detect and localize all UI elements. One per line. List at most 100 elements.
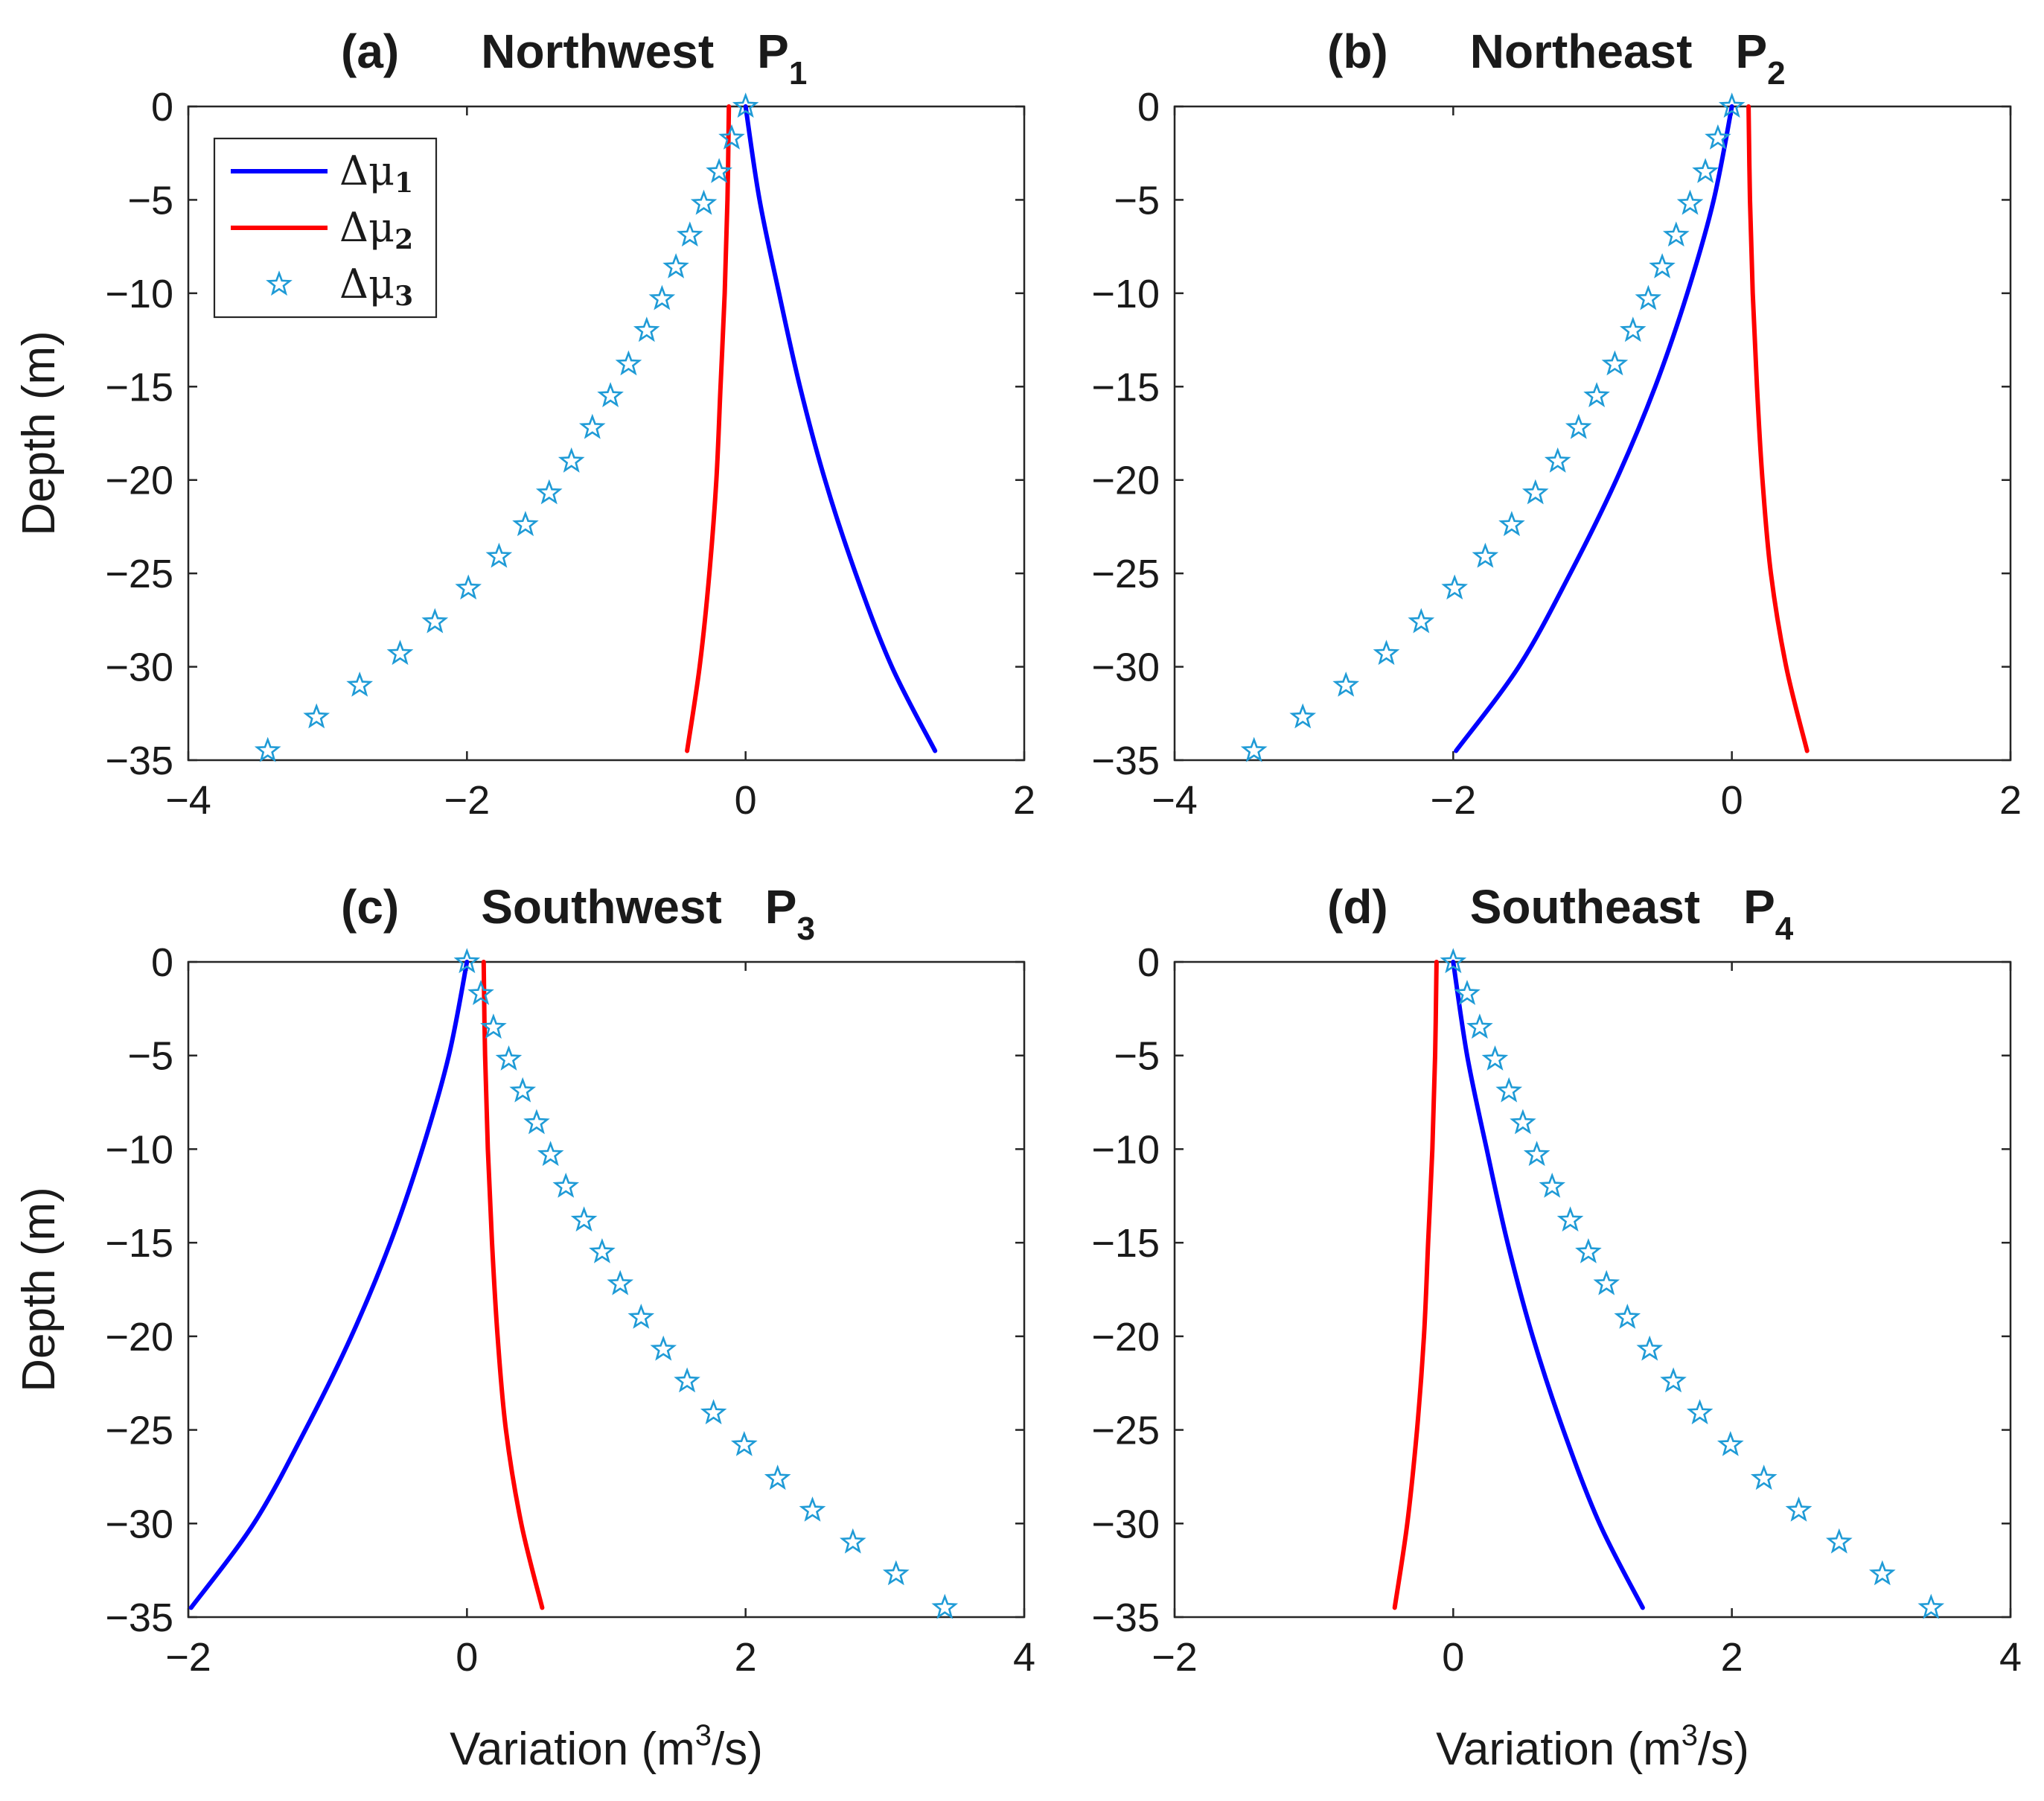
- y-tick-label: −5: [1114, 1034, 1160, 1079]
- star-marker: [1917, 1593, 1945, 1619]
- legend-subscript: 3: [395, 281, 413, 312]
- star-marker: [485, 542, 513, 568]
- star-marker: [648, 284, 676, 310]
- axes-frame: [1173, 105, 2012, 762]
- x-tick-label: 2: [1999, 778, 2022, 823]
- legend-label: Δμ1: [339, 147, 413, 199]
- star-marker: [1289, 703, 1317, 729]
- star-marker: [1660, 1367, 1687, 1393]
- star-marker: [537, 1141, 564, 1167]
- panel-label: (d): [1327, 880, 1388, 934]
- x-tick-label: 2: [1721, 1635, 1743, 1680]
- star-marker: [839, 1528, 866, 1554]
- star-marker: [1240, 736, 1268, 762]
- star-marker: [718, 124, 745, 150]
- star-marker: [662, 252, 689, 278]
- star-marker: [882, 1560, 910, 1586]
- panel-label: (b): [1327, 25, 1388, 78]
- star-marker: [523, 1109, 550, 1135]
- y-tick-label: −35: [1091, 739, 1160, 783]
- star-marker: [1539, 1172, 1566, 1198]
- x-axis-label-main: Variation (m: [1436, 1724, 1681, 1775]
- star-marker: [303, 703, 330, 729]
- star-marker: [1716, 1430, 1744, 1456]
- panel-d: −2 0 2 40−5−10−15−20−25−30−35(d) Southeast P4…: [1091, 880, 2022, 1775]
- star-marker: [1454, 980, 1481, 1005]
- legend-symbol: Δμ: [339, 261, 395, 307]
- panel-title: (c) Southwest P3: [341, 880, 815, 947]
- star-marker: [1583, 382, 1610, 408]
- star-marker: [512, 511, 539, 537]
- panel-title: (d) Southeast P4: [1327, 880, 1794, 947]
- x-tick-label: 4: [1013, 1635, 1035, 1680]
- series-line-Δμ1: [743, 104, 938, 753]
- panel-point-subscript: 4: [1775, 911, 1794, 947]
- x-axis-label-sup: 3: [1681, 1719, 1698, 1752]
- y-tick-label: −10: [105, 272, 173, 316]
- y-tick-label: −30: [105, 646, 173, 690]
- star-marker: [799, 1496, 826, 1522]
- star-marker: [1466, 1013, 1493, 1039]
- star-marker: [1825, 1528, 1853, 1554]
- y-tick-label: −5: [127, 1034, 173, 1079]
- star-marker: [1635, 284, 1662, 310]
- legend-label: Δμ3: [339, 261, 413, 312]
- star-marker: [1440, 948, 1467, 974]
- star-marker: [1593, 1269, 1620, 1295]
- panel-b: −4 −2 0 20−5−10−15−20−25−30−35(b) Northeast P…: [1091, 25, 2022, 823]
- x-tick-label: 0: [456, 1635, 478, 1680]
- star-marker: [1575, 1237, 1602, 1263]
- star-marker: [467, 980, 494, 1005]
- axes-frame: [1173, 960, 2012, 1619]
- x-tick-label: −4: [1152, 778, 1198, 823]
- star-marker: [706, 158, 732, 183]
- star-marker: [1521, 479, 1549, 505]
- x-tick-label: −2: [444, 778, 491, 823]
- panel-a: −4 −2 0 20−5−10−15−20−25−30−35(a) Northwest P…: [13, 25, 1035, 823]
- legend-label: Δμ2: [339, 204, 413, 255]
- panel-title: (b) Northeast P2: [1327, 25, 1786, 92]
- y-tick-label: −15: [1091, 365, 1160, 409]
- x-tick-label: 0: [1442, 1635, 1464, 1680]
- y-tick-label: −35: [1091, 1596, 1160, 1640]
- legend-subscript: 2: [395, 224, 413, 255]
- y-tick-label: 0: [151, 85, 173, 130]
- star-marker: [1601, 350, 1629, 376]
- y-tick-label: 0: [1137, 940, 1160, 985]
- x-axis-label-sup: 3: [695, 1719, 712, 1752]
- star-marker: [1523, 1141, 1550, 1167]
- x-tick-label: 2: [1013, 778, 1035, 823]
- star-marker: [1676, 189, 1704, 215]
- star-marker: [1619, 316, 1647, 342]
- star-marker: [764, 1464, 791, 1491]
- y-tick-label: −35: [105, 1596, 173, 1640]
- star-marker: [1636, 1335, 1664, 1361]
- y-tick-label: −25: [1091, 1409, 1160, 1453]
- star-marker: [1750, 1464, 1778, 1491]
- star-marker: [480, 1013, 507, 1039]
- y-tick-label: −15: [1091, 1221, 1160, 1266]
- y-axis-label: Depth (m): [13, 331, 65, 536]
- y-tick-label: −25: [105, 1409, 173, 1453]
- star-marker: [495, 1045, 523, 1071]
- y-tick-label: −30: [105, 1502, 173, 1546]
- y-tick-label: −15: [105, 365, 173, 409]
- star-marker: [1373, 640, 1400, 666]
- series-line-Δμ2: [1746, 104, 1810, 753]
- star-marker: [1510, 1109, 1536, 1135]
- y-tick-label: −20: [1091, 459, 1160, 503]
- panel-point: P: [757, 25, 789, 78]
- x-tick-label: 0: [1721, 778, 1743, 823]
- star-marker: [1614, 1303, 1641, 1329]
- star-marker: [597, 382, 624, 408]
- star-marker: [730, 1430, 758, 1456]
- panel-point-subscript: 2: [1767, 55, 1785, 92]
- panel-point: P: [765, 880, 797, 934]
- x-tick-label: −2: [165, 1635, 211, 1680]
- y-tick-label: −10: [1091, 272, 1160, 316]
- panel-point: P: [1743, 880, 1775, 934]
- y-tick-label: −35: [105, 739, 173, 783]
- star-marker: [455, 574, 482, 600]
